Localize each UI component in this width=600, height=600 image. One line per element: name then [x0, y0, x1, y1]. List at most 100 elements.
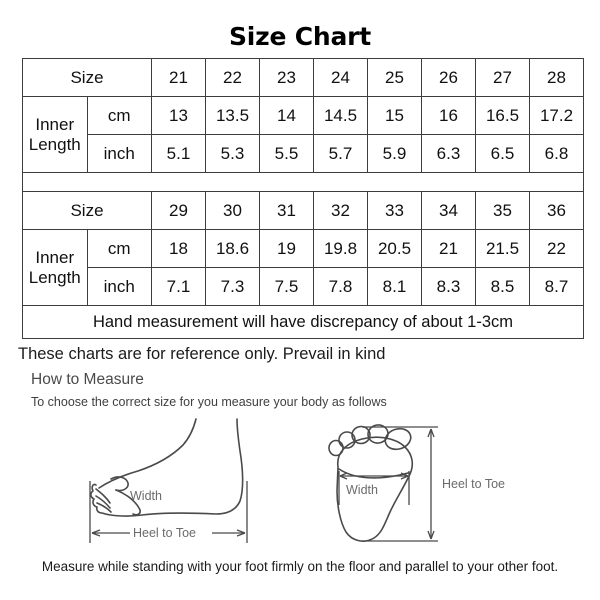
reference-note: These charts are for reference only. Pre… [18, 345, 386, 363]
inner-length-label-1: Inner Length [22, 96, 88, 173]
toe-fourth [338, 431, 356, 449]
size-header-label-2: Size [22, 191, 152, 230]
dim-label-bg [130, 525, 212, 541]
length-value: 7.3 [205, 267, 260, 306]
size-value: 26 [421, 58, 476, 97]
top-heel-to-toe-label: Heel to Toe [442, 477, 505, 491]
big-toe [110, 476, 129, 492]
dim-arrowhead-right [236, 529, 246, 537]
length-value: 5.5 [259, 134, 314, 173]
length-value: 20.5 [367, 229, 422, 268]
size-value: 25 [367, 58, 422, 97]
size-header-label-1: Size [22, 58, 152, 97]
how-to-measure-title: How to Measure [31, 371, 144, 388]
length-value: 16 [421, 96, 476, 135]
size-value: 33 [367, 191, 422, 230]
length-value: 19.8 [313, 229, 368, 268]
length-value: 8.7 [529, 267, 584, 306]
foot-side-view-diagram: Width Heel to Toe [66, 417, 276, 549]
spacer-cell [22, 172, 584, 192]
table-spacer-row [22, 172, 584, 192]
length-value: 16.5 [475, 96, 530, 135]
toe-second [367, 424, 389, 444]
length-value: 19 [259, 229, 314, 268]
length-value: 5.7 [313, 134, 368, 173]
size-value: 24 [313, 58, 368, 97]
length-value: 8.5 [475, 267, 530, 306]
size-value: 27 [475, 58, 530, 97]
length-value: 13 [151, 96, 206, 135]
foot-side-instep [98, 418, 197, 489]
foot-measure-caption: Measure while standing with your foot fi… [41, 559, 559, 574]
size-value: 28 [529, 58, 584, 97]
foot-ball-curve [115, 489, 141, 516]
unit-label-inch: inch [86, 134, 152, 173]
page-title: Size Chart [228, 22, 372, 51]
discrepancy-note: Hand measurement will have discrepancy o… [22, 305, 584, 339]
toe-line-3 [96, 502, 112, 513]
table-row: Inner Length cm 18 18.6 19 19.8 20.5 21 … [22, 229, 584, 306]
size-value: 22 [205, 58, 260, 97]
size-value: 23 [259, 58, 314, 97]
size-value: 34 [421, 191, 476, 230]
length-value: 5.3 [205, 134, 260, 173]
length-value: 21 [421, 229, 476, 268]
foot-diagrams: Width Heel to Toe [0, 417, 600, 557]
length-value: 18 [151, 229, 206, 268]
length-value: 8.1 [367, 267, 422, 306]
length-value: 5.1 [151, 134, 206, 173]
side-width-label: Width [130, 489, 162, 503]
foot-top-view-svg: Width Heel to Toe [328, 424, 505, 542]
top-width-label: Width [346, 483, 378, 497]
side-heel-to-toe-label: Heel to Toe [133, 526, 196, 540]
width-arrowhead-left [339, 472, 348, 480]
toe-little [328, 439, 344, 457]
length-value: 14.5 [313, 96, 368, 135]
length-value: 14 [259, 96, 314, 135]
size-value: 35 [475, 191, 530, 230]
length-value: 7.5 [259, 267, 314, 306]
length-value: 15 [367, 96, 422, 135]
size-chart-table: Size 21 22 23 24 25 26 27 28 Inner Lengt… [22, 58, 584, 339]
width-arrowhead-right [400, 472, 409, 480]
footprint-outline [336, 436, 414, 542]
size-value: 30 [205, 191, 260, 230]
length-value: 7.8 [313, 267, 368, 306]
length-value: 13.5 [205, 96, 260, 135]
size-value: 29 [151, 191, 206, 230]
length-arrowhead-top [427, 428, 435, 438]
inner-length-label-2: Inner Length [22, 229, 88, 306]
length-value: 6.5 [475, 134, 530, 173]
table-row: Size 21 22 23 24 25 26 27 28 [22, 58, 584, 97]
dim-arrowhead-left [91, 529, 101, 537]
length-value: 21.5 [475, 229, 530, 268]
footprint-ball-crease [338, 468, 409, 479]
toe-third [351, 425, 371, 445]
how-to-measure-subtitle: To choose the correct size for you measu… [31, 395, 387, 409]
size-value: 31 [259, 191, 314, 230]
length-value: 6.8 [529, 134, 584, 173]
size-value: 21 [151, 58, 206, 97]
unit-label-cm: cm [86, 96, 152, 135]
unit-label-inch: inch [86, 267, 152, 306]
length-value: 22 [529, 229, 584, 268]
table-row: Hand measurement will have discrepancy o… [22, 305, 584, 339]
length-value: 5.9 [367, 134, 422, 173]
foot-side-outline [90, 418, 244, 517]
length-value: 6.3 [421, 134, 476, 173]
size-chart-tables: Size 21 22 23 24 25 26 27 28 Inner Lengt… [22, 58, 584, 339]
table-row: Size 29 30 31 32 33 34 35 36 [22, 191, 584, 230]
table-row: inch 5.1 5.3 5.5 5.7 5.9 6.3 6.5 6.8 [23, 134, 584, 173]
size-value: 32 [313, 191, 368, 230]
toe-big [384, 427, 412, 451]
toe-line-2 [95, 495, 111, 509]
length-value: 17.2 [529, 96, 584, 135]
foot-top-view-diagram: Width Heel to Toe [310, 417, 540, 549]
size-value: 36 [529, 191, 584, 230]
toe-line-1 [95, 488, 111, 504]
length-arrowhead-bottom [427, 530, 435, 540]
foot-side-view-svg: Width Heel to Toe [89, 418, 248, 543]
table-row: inch 7.1 7.3 7.5 7.8 8.1 8.3 8.5 8.7 [23, 267, 584, 306]
length-value: 8.3 [421, 267, 476, 306]
